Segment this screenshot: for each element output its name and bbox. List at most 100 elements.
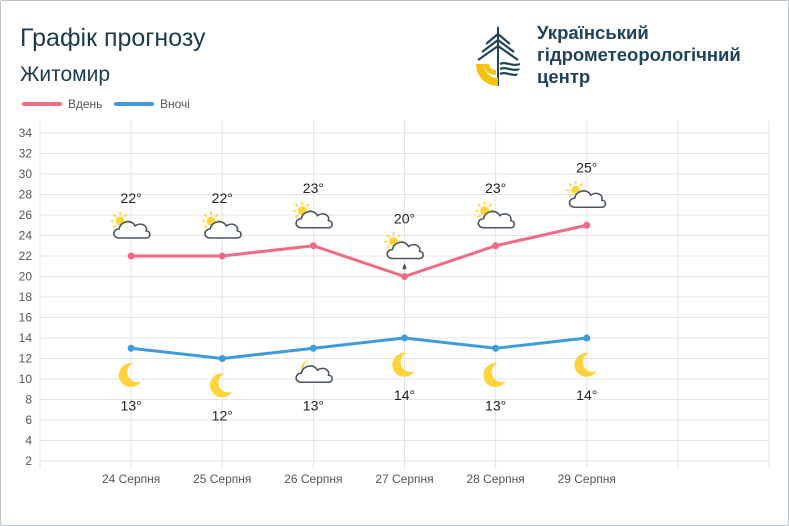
x-tick-label: 29 Серпня (558, 472, 616, 486)
sun-cloud-icon (292, 200, 333, 229)
cloud-icon (568, 190, 607, 209)
data-point-day (218, 252, 226, 260)
cloud-icon (477, 210, 516, 229)
cloud-icon (204, 220, 242, 239)
cloud-icon (295, 210, 333, 229)
sun-ray (488, 203, 492, 207)
data-label-night: 13° (121, 397, 142, 413)
rain-drop-icon (402, 263, 407, 270)
data-point-day (309, 242, 317, 250)
data-label-day: 23° (303, 180, 324, 196)
y-tick-label: 32 (19, 147, 33, 161)
legend-swatch-day (22, 102, 62, 106)
x-tick-label: 28 Серпня (466, 472, 524, 486)
city-name: Житомир (20, 63, 111, 86)
grid (39, 121, 770, 469)
y-tick-label: 14 (19, 331, 33, 345)
moon-icon (574, 352, 597, 377)
ugmc-logo (476, 26, 520, 86)
cloud-icon (295, 365, 333, 384)
sun-ray (295, 214, 299, 218)
x-tick-label: 24 Серпня (102, 472, 160, 486)
legend-label-day: Вдень (68, 97, 103, 111)
sun-ray (204, 213, 208, 218)
sun-ray (477, 203, 481, 207)
y-tick-label: 34 (19, 126, 33, 140)
data-point-night (401, 334, 408, 342)
x-tick-label: 27 Серпня (375, 472, 433, 486)
data-label-day: 22° (212, 190, 233, 206)
y-tick-label: 26 (19, 208, 33, 222)
data-point-night (218, 355, 226, 362)
data-point-night (492, 344, 500, 352)
sun-ray (477, 214, 481, 218)
sun-cloud-icon (110, 211, 151, 239)
data-label-day: 25° (576, 159, 597, 175)
moon-icon (118, 363, 142, 388)
sun-cloud-rain-icon (383, 231, 425, 270)
data-point-day (127, 252, 135, 260)
cloud-icon (113, 220, 151, 239)
y-tick-label: 6 (25, 413, 32, 427)
sun-cloud-icon (474, 200, 516, 229)
moon-icon (483, 363, 506, 388)
data-point-day (401, 273, 408, 280)
org-name: Український гідрометеорологічний центр (537, 22, 782, 88)
cloud-icon (386, 241, 425, 260)
sun-ray (568, 194, 572, 198)
sun-ray (215, 213, 219, 218)
org-name-line-2: гідрометеорологічний (537, 44, 741, 65)
sun-cloud-icon (201, 211, 242, 239)
data-point-night (583, 334, 591, 342)
data-label-day: 22° (121, 190, 142, 206)
data-label-night: 13° (485, 397, 506, 413)
page-title: Графік прогнозу (20, 24, 206, 52)
y-tick-label: 18 (19, 290, 33, 304)
y-tick-label: 4 (25, 434, 32, 448)
data-point-day (583, 221, 591, 229)
sun-ray (112, 213, 117, 218)
y-tick-label: 16 (19, 311, 33, 325)
sun-ray (204, 224, 208, 229)
y-tick-label: 28 (19, 188, 33, 202)
sun-ray (568, 183, 572, 187)
moon-cloud-icon (295, 360, 333, 384)
sun-ray (386, 245, 390, 249)
sun-ray (397, 234, 401, 238)
moon-icon (392, 352, 415, 377)
y-tick-label: 30 (19, 167, 33, 181)
series-line-day (131, 223, 588, 278)
y-tick-label: 10 (19, 372, 33, 386)
y-tick-label: 24 (19, 229, 33, 243)
sun-ray (386, 234, 390, 238)
data-label-night: 14° (394, 387, 415, 403)
org-name-line-3: центр (537, 66, 591, 87)
x-tick-label: 25 Серпня (193, 472, 251, 486)
moon-shape (483, 363, 506, 388)
data-label-night: 14° (576, 387, 597, 403)
data-point-night (309, 344, 317, 352)
sun-ray (295, 203, 299, 207)
legend-swatch-night (114, 102, 154, 106)
moon-shape (574, 352, 597, 377)
data-label-night: 13° (303, 397, 324, 413)
y-tick-label: 22 (19, 249, 33, 263)
org-name-line-1: Український (537, 22, 649, 43)
data-point-night (127, 344, 135, 352)
sun-ray (579, 183, 583, 187)
y-tick-label: 12 (19, 352, 33, 366)
data-label-day: 23° (485, 180, 506, 196)
legend-label-night: Вночі (160, 97, 190, 111)
y-tick-label: 8 (25, 393, 32, 407)
sun-ray (123, 213, 128, 218)
moon-icon (209, 373, 233, 398)
x-tick-label: 26 Серпня (284, 472, 342, 486)
y-tick-label: 20 (19, 270, 33, 284)
sun-ray (112, 224, 117, 229)
moon-shape (392, 352, 415, 377)
sun-cloud-icon (565, 180, 607, 209)
data-point-day (492, 242, 500, 250)
y-tick-label: 2 (25, 454, 32, 468)
data-label-night: 12° (212, 408, 233, 424)
